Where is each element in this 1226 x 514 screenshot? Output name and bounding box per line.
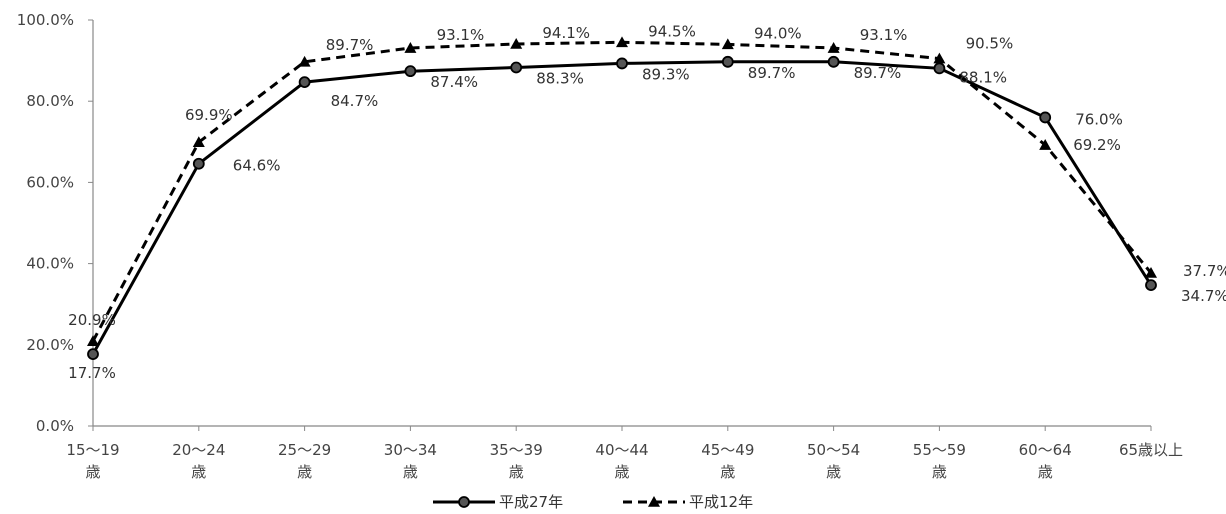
y-tick-label: 100.0% [17, 11, 74, 29]
data-label: 88.1% [959, 68, 1007, 86]
data-label: 93.1% [860, 26, 908, 44]
x-tick-label: 60〜64 [1019, 441, 1072, 459]
data-label: 34.7% [1181, 287, 1226, 305]
x-tick-label: 歳 [932, 463, 947, 481]
series-line-0 [91, 60, 1153, 355]
data-point-circle [510, 61, 523, 74]
x-tick-label: 歳 [403, 463, 418, 481]
data-label: 90.5% [966, 35, 1014, 53]
x-tick-label: 歳 [1038, 463, 1053, 481]
y-tick-label: 0.0% [36, 417, 74, 435]
data-point-triangle [87, 335, 99, 346]
data-point-circle [404, 65, 417, 78]
data-point-circle [616, 57, 628, 70]
x-tick-label: 55〜59 [913, 441, 966, 459]
data-label: 64.6% [233, 157, 281, 175]
data-point-circle [721, 55, 734, 68]
series-line-1 [91, 40, 1153, 342]
y-tick-label: 80.0% [26, 92, 74, 110]
x-tick-label: 歳 [720, 463, 735, 481]
legend: 平成27年 平成12年 [433, 493, 753, 511]
x-tick-label: 20〜24 [172, 441, 225, 459]
data-label: 20.9% [68, 311, 116, 329]
data-labels: 17.7% 64.6% 84.7% 87.4% 88.3% 89.3% 89.7% 89.7%… [68, 22, 1226, 382]
data-label: 94.5% [648, 22, 696, 40]
x-tick-label: 歳 [191, 463, 206, 481]
x-tick-label: 65歳以上 [1119, 441, 1183, 459]
data-point-circle [298, 76, 311, 89]
data-point-triangle [298, 55, 311, 67]
legend-label: 平成12年 [689, 493, 753, 511]
x-tick-label: 歳 [85, 463, 100, 481]
x-tick-label: 歳 [614, 463, 629, 481]
data-point-triangle [192, 136, 205, 148]
data-label: 17.7% [68, 364, 116, 382]
data-point-triangle [1039, 139, 1052, 150]
data-point-circle [827, 55, 840, 68]
data-point-circle [87, 348, 99, 361]
data-point-triangle [616, 36, 628, 48]
data-label: 76.0% [1075, 110, 1123, 128]
data-point-triangle [404, 42, 417, 53]
x-tick-label: 25〜29 [278, 441, 331, 459]
data-label: 88.3% [536, 70, 584, 88]
data-label: 89.7% [326, 36, 374, 54]
legend-marker-triangle [648, 496, 660, 507]
data-point-triangle [933, 52, 946, 64]
x-tick-label: 45〜49 [701, 441, 754, 459]
data-point-triangle [510, 37, 523, 49]
axes: 0.0% 20.0% 40.0% 60.0% 80.0% 100.0% 15〜19 歳 20〜2… [17, 11, 1183, 481]
data-label: 89.7% [748, 64, 796, 82]
data-label: 93.1% [437, 26, 485, 44]
x-tick-label: 50〜54 [807, 441, 860, 459]
data-point-triangle [827, 42, 840, 53]
series-lines [91, 40, 1153, 355]
legend-label: 平成27年 [499, 493, 563, 511]
data-label: 89.3% [642, 65, 690, 83]
data-point-triangle [1145, 266, 1157, 278]
data-point-circle [1145, 279, 1157, 292]
markers [87, 36, 1157, 361]
x-tick-label: 35〜39 [490, 441, 543, 459]
data-label: 84.7% [331, 92, 379, 110]
data-point-circle [933, 62, 946, 75]
x-tick-label: 歳 [297, 463, 312, 481]
y-tick-label: 40.0% [26, 255, 74, 273]
data-label: 87.4% [430, 73, 478, 91]
data-point-circle [192, 157, 205, 170]
x-tick-label: 15〜19 [66, 441, 119, 459]
legend-marker-circle [458, 496, 470, 508]
x-tick-label: 40〜44 [595, 441, 648, 459]
data-label: 69.2% [1073, 136, 1121, 154]
data-label: 94.1% [542, 24, 590, 42]
x-tick-label: 歳 [509, 463, 524, 481]
data-label: 69.9% [185, 106, 233, 124]
x-tick-label: 歳 [826, 463, 841, 481]
x-tick-label: 30〜34 [384, 441, 437, 459]
data-label: 37.7% [1183, 262, 1226, 280]
y-tick-label: 60.0% [26, 173, 74, 191]
data-label: 89.7% [854, 64, 902, 82]
data-point-circle [1039, 111, 1052, 124]
data-point-triangle [721, 38, 734, 50]
y-tick-label: 20.0% [26, 336, 74, 354]
data-label: 94.0% [754, 24, 802, 42]
